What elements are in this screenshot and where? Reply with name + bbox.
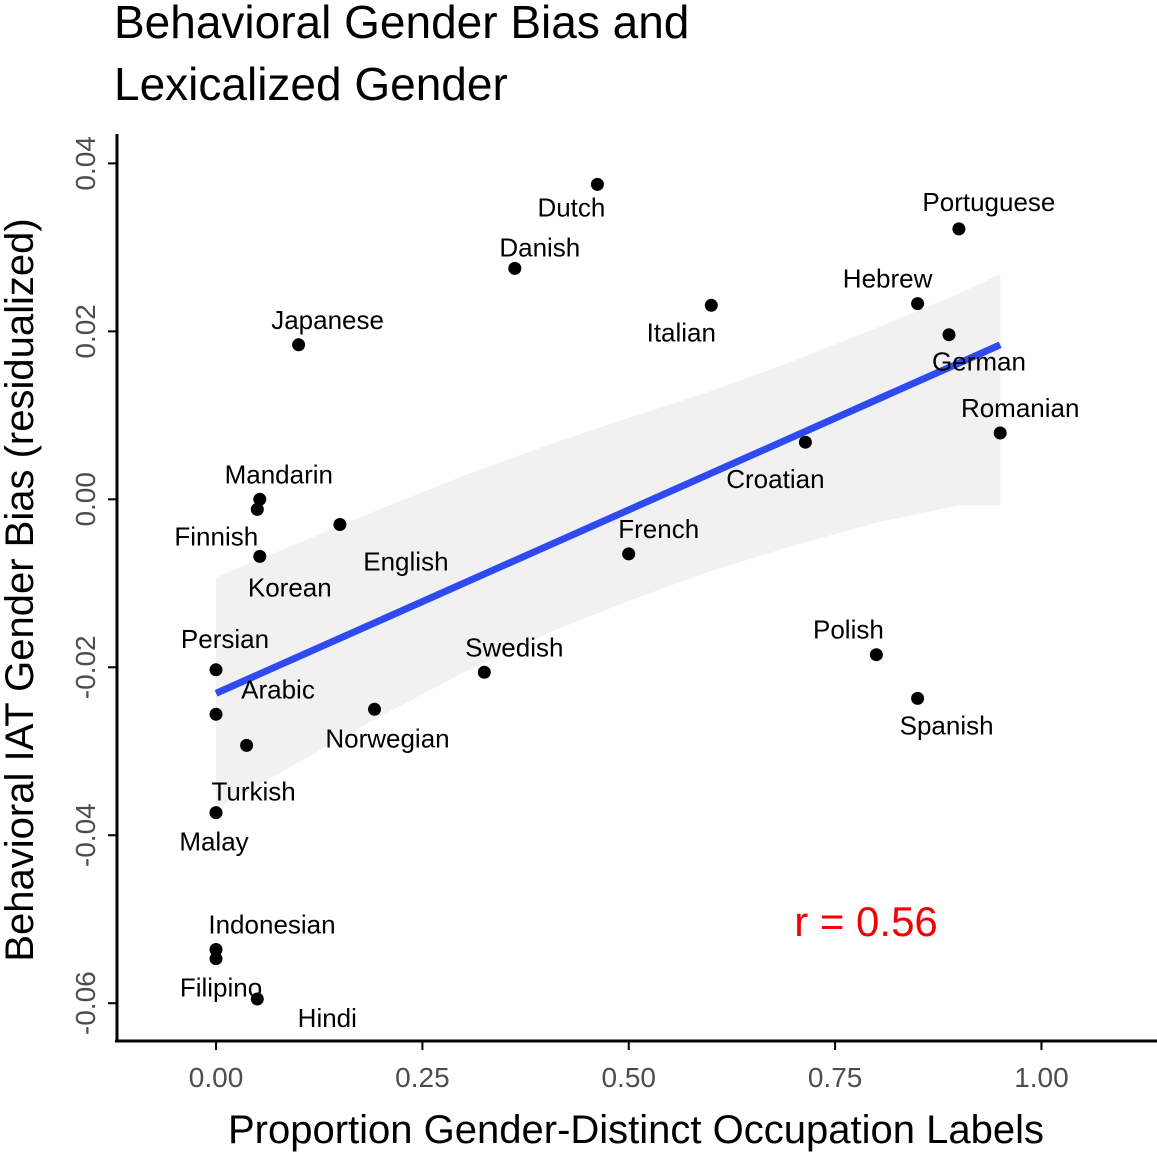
x-tick-label: 1.00	[1014, 1062, 1069, 1093]
point-dutch	[590, 177, 604, 191]
x-ticks-layer: 0.00 0.25 0.50 0.75 1.00	[189, 1041, 1069, 1093]
point-label-danish: Danish	[499, 232, 580, 262]
point-finnish	[250, 502, 264, 516]
y-axis-title: Behavioral IAT Gender Bias (residualized…	[0, 218, 42, 961]
point-label-norwegian: Norwegian	[325, 723, 449, 753]
point-label-spanish: Spanish	[900, 710, 994, 740]
point-label-hebrew: Hebrew	[843, 264, 933, 294]
regression-line	[214, 341, 1002, 697]
point-hebrew	[911, 297, 925, 311]
point-arabic	[209, 707, 223, 721]
point-label-dutch: Dutch	[537, 192, 605, 222]
point-label-portuguese: Portuguese	[922, 187, 1055, 217]
point-labels-layer: Dutch Portuguese Danish Hebrew Italian German…	[174, 187, 1079, 1033]
point-label-indonesian: Indonesian	[208, 910, 335, 940]
point-romanian	[993, 426, 1007, 440]
y-tick-label: 0.00	[70, 472, 101, 527]
x-tick-label: 0.50	[601, 1062, 656, 1093]
point-hindi	[250, 992, 264, 1006]
point-danish	[508, 261, 522, 275]
point-croatian	[798, 435, 812, 449]
confidence-band-layer	[216, 274, 1001, 810]
points-layer	[209, 177, 1007, 1006]
point-label-swedish: Swedish	[465, 632, 563, 662]
point-label-polish: Polish	[813, 615, 884, 645]
point-french	[622, 547, 636, 561]
point-label-persian: Persian	[181, 624, 269, 654]
point-spanish	[911, 691, 925, 705]
point-norwegian	[368, 702, 381, 716]
x-tick-label: 0.75	[808, 1062, 863, 1093]
point-mandarin	[253, 492, 267, 506]
point-japanese	[292, 338, 306, 352]
point-indonesian	[209, 943, 223, 956]
point-filipino	[209, 952, 223, 966]
y-tick-label: 0.04	[70, 136, 101, 191]
fit-line-layer	[214, 341, 1002, 697]
point-label-japanese: Japanese	[271, 305, 384, 335]
point-label-german: German	[932, 347, 1026, 377]
point-malay	[209, 806, 223, 820]
point-label-romanian: Romanian	[961, 393, 1080, 423]
point-swedish	[477, 665, 491, 679]
point-persian	[209, 663, 223, 677]
point-portuguese	[952, 222, 966, 236]
point-label-turkish: Turkish	[211, 776, 295, 806]
point-german	[942, 328, 956, 342]
x-axis-title: Proportion Gender-Distinct Occupation La…	[228, 1108, 1044, 1152]
point-english	[333, 518, 347, 531]
point-polish	[869, 648, 883, 662]
point-italian	[704, 298, 718, 312]
point-label-arabic: Arabic	[241, 674, 315, 704]
point-label-finnish: Finnish	[174, 521, 258, 551]
chart-title-line-2: Lexicalized Gender	[114, 58, 508, 110]
y-tick-label: -0.04	[70, 803, 101, 867]
correlation-annotation: r = 0.56	[794, 898, 938, 945]
point-korean	[253, 549, 267, 563]
point-label-mandarin: Mandarin	[225, 459, 333, 489]
confidence-band	[216, 274, 1001, 810]
y-ticks-layer: 0.04 0.02 0.00 -0.02 -0.04 -0.06	[70, 136, 117, 1035]
point-turkish	[240, 738, 254, 752]
point-label-french: French	[618, 514, 699, 544]
y-tick-label: -0.06	[70, 971, 101, 1035]
point-label-korean: Korean	[248, 572, 332, 602]
point-label-italian: Italian	[647, 317, 716, 347]
point-label-croatian: Croatian	[726, 464, 824, 494]
x-tick-label: 0.00	[189, 1062, 244, 1093]
y-tick-label: -0.02	[70, 635, 101, 699]
point-label-filipino: Filipino	[180, 973, 262, 1003]
point-label-malay: Malay	[179, 827, 248, 857]
point-label-hindi: Hindi	[298, 1003, 357, 1033]
chart-title-line-1: Behavioral Gender Bias and	[114, 0, 689, 48]
x-tick-label: 0.25	[395, 1062, 450, 1093]
y-tick-label: 0.02	[70, 304, 101, 359]
point-label-english: English	[363, 547, 448, 577]
